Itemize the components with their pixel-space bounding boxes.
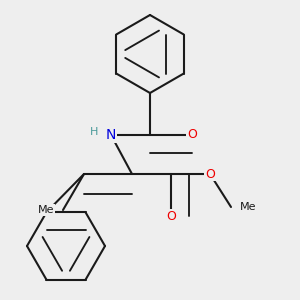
Text: N: N xyxy=(106,128,116,142)
Text: Me: Me xyxy=(240,202,256,212)
Text: H: H xyxy=(90,127,99,137)
Text: O: O xyxy=(166,209,176,223)
Text: O: O xyxy=(205,167,215,181)
Text: Me: Me xyxy=(38,205,54,215)
Text: O: O xyxy=(187,128,197,142)
